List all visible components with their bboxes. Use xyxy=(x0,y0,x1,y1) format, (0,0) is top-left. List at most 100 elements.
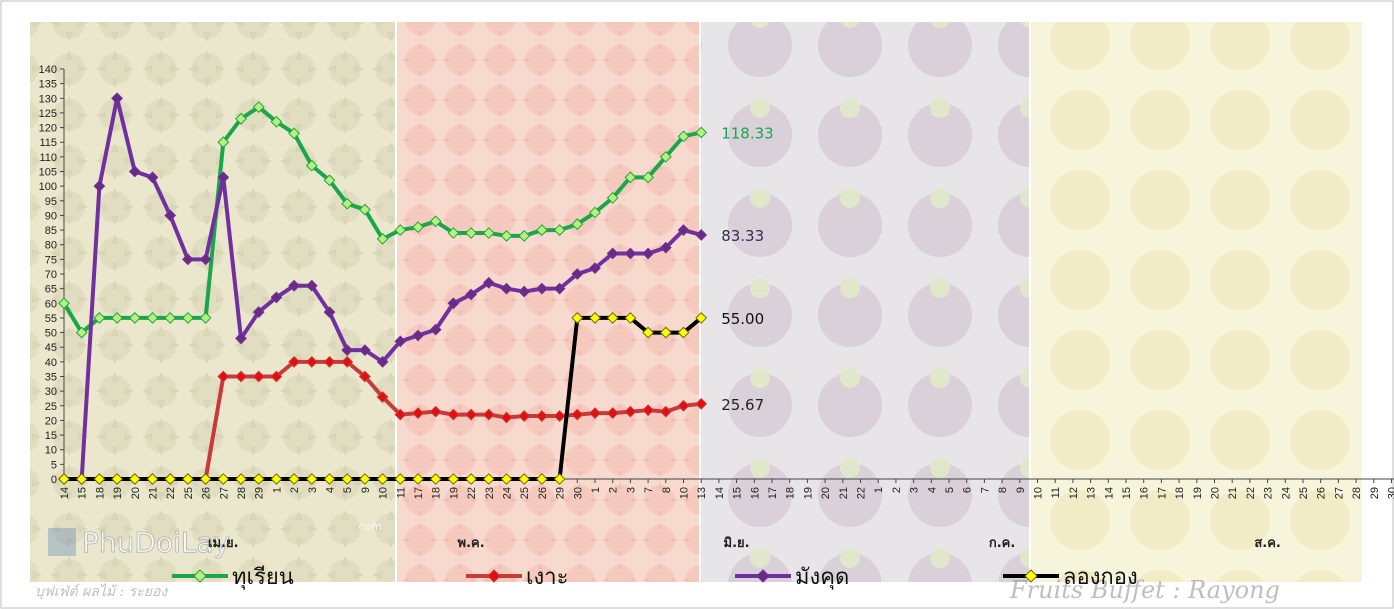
data-point xyxy=(288,355,301,368)
data-point xyxy=(199,473,212,485)
x-tick-label: 17 xyxy=(1156,487,1168,499)
caption-en-watermark: Fruits Buffet : Rayong xyxy=(1009,576,1280,604)
x-tick-label: 8 xyxy=(661,487,673,493)
x-tick-label: 8 xyxy=(997,487,1009,493)
x-tick-label: 24 xyxy=(1280,487,1292,499)
x-tick-label: 19 xyxy=(1192,487,1204,499)
y-tick-label: 105 xyxy=(39,167,57,179)
data-point xyxy=(500,230,513,242)
data-point xyxy=(199,312,212,324)
data-point xyxy=(606,312,619,324)
data-point xyxy=(164,312,177,324)
data-point xyxy=(518,410,531,422)
x-tick-label: 1 xyxy=(590,487,602,493)
y-tick-label: 50 xyxy=(45,328,57,340)
x-tick-label: 5 xyxy=(944,487,956,493)
x-tick-label: 1 xyxy=(873,487,885,493)
x-tick-label: 18 xyxy=(94,487,106,499)
y-tick-label: 85 xyxy=(45,225,57,237)
legend-label: ลองกอง xyxy=(1063,565,1138,590)
y-tick-label: 65 xyxy=(45,284,57,296)
x-tick-label: 21 xyxy=(148,487,160,499)
end-labels: 118.33 25.67 83.33 55.00 xyxy=(721,124,774,413)
data-point xyxy=(394,473,407,485)
x-tick-label: 25 xyxy=(1298,487,1310,499)
data-point xyxy=(93,180,106,193)
data-point xyxy=(394,224,407,236)
data-point xyxy=(376,232,389,245)
data-point xyxy=(217,171,230,184)
data-point xyxy=(412,329,424,342)
mangosteen-photo xyxy=(700,22,1030,582)
data-point xyxy=(376,391,389,403)
data-point xyxy=(394,408,407,421)
x-tick-label: 22 xyxy=(856,487,868,499)
data-point xyxy=(589,407,601,420)
x-tick-label: 16 xyxy=(1139,487,1151,499)
data-point xyxy=(659,326,672,339)
data-point xyxy=(93,473,106,485)
x-tick-label: 18 xyxy=(785,487,797,499)
y-tick-label: 75 xyxy=(45,254,57,266)
data-point xyxy=(358,344,371,357)
data-point xyxy=(447,297,460,310)
x-tick-label: 4 xyxy=(926,487,938,493)
data-point xyxy=(465,288,478,301)
data-point xyxy=(659,241,672,254)
data-point xyxy=(217,136,230,149)
x-tick-label: 26 xyxy=(537,487,549,499)
y-tick-label: 20 xyxy=(45,415,57,427)
data-point xyxy=(146,312,159,324)
data-point xyxy=(341,344,354,357)
data-point xyxy=(642,247,655,260)
data-point xyxy=(642,326,655,339)
data-point xyxy=(677,130,690,143)
data-point xyxy=(465,473,478,485)
data-point xyxy=(642,171,655,184)
data-point xyxy=(181,253,194,266)
y-tick-label: 35 xyxy=(45,372,57,384)
data-point xyxy=(447,473,460,485)
end-value-label: 83.33 xyxy=(721,227,764,245)
data-point xyxy=(358,203,371,216)
x-tick-label: 29 xyxy=(1369,487,1381,499)
legend-marker xyxy=(193,569,207,583)
data-point xyxy=(447,227,460,239)
data-point xyxy=(677,399,690,412)
data-point xyxy=(429,405,442,418)
y-tick-label: 25 xyxy=(45,401,57,413)
data-point xyxy=(412,221,424,234)
x-tick-label: 10 xyxy=(1033,487,1045,499)
y-tick-label: 110 xyxy=(39,152,57,164)
x-tick-label: 9 xyxy=(1015,487,1027,493)
data-point xyxy=(93,312,106,324)
data-point xyxy=(376,355,389,368)
data-point xyxy=(270,291,283,304)
x-tick-label: 3 xyxy=(909,487,921,493)
data-point xyxy=(111,92,124,105)
x-tick-label: 24 xyxy=(502,487,514,499)
data-point xyxy=(128,473,141,485)
data-point xyxy=(252,370,265,383)
x-tick-label: 26 xyxy=(1316,487,1328,499)
x-tick-label: 4 xyxy=(325,487,337,493)
data-point xyxy=(305,355,318,368)
month-label: ก.ค. xyxy=(989,536,1015,551)
x-tick-label: 14 xyxy=(714,487,726,499)
x-tick-label: 28 xyxy=(236,487,248,499)
y-tick-label: 30 xyxy=(45,386,57,398)
data-point xyxy=(518,230,531,242)
series-layer xyxy=(58,92,708,485)
x-tick-label: 11 xyxy=(1050,487,1062,498)
data-point xyxy=(305,473,318,485)
longkong-photo xyxy=(1030,22,1362,582)
x-tick-label: 20 xyxy=(1210,487,1222,499)
data-point xyxy=(412,407,424,420)
axes: 0510152025303540455055606570758085909510… xyxy=(39,64,1394,551)
data-point xyxy=(323,355,336,368)
data-point xyxy=(341,197,354,210)
data-point xyxy=(305,279,318,292)
legend-item: ลองกอง xyxy=(1003,565,1138,590)
caption-thai-watermark: บุฟเฟ่ต์ ผลไม้ : ระยอง xyxy=(35,583,168,600)
data-point xyxy=(235,112,247,125)
